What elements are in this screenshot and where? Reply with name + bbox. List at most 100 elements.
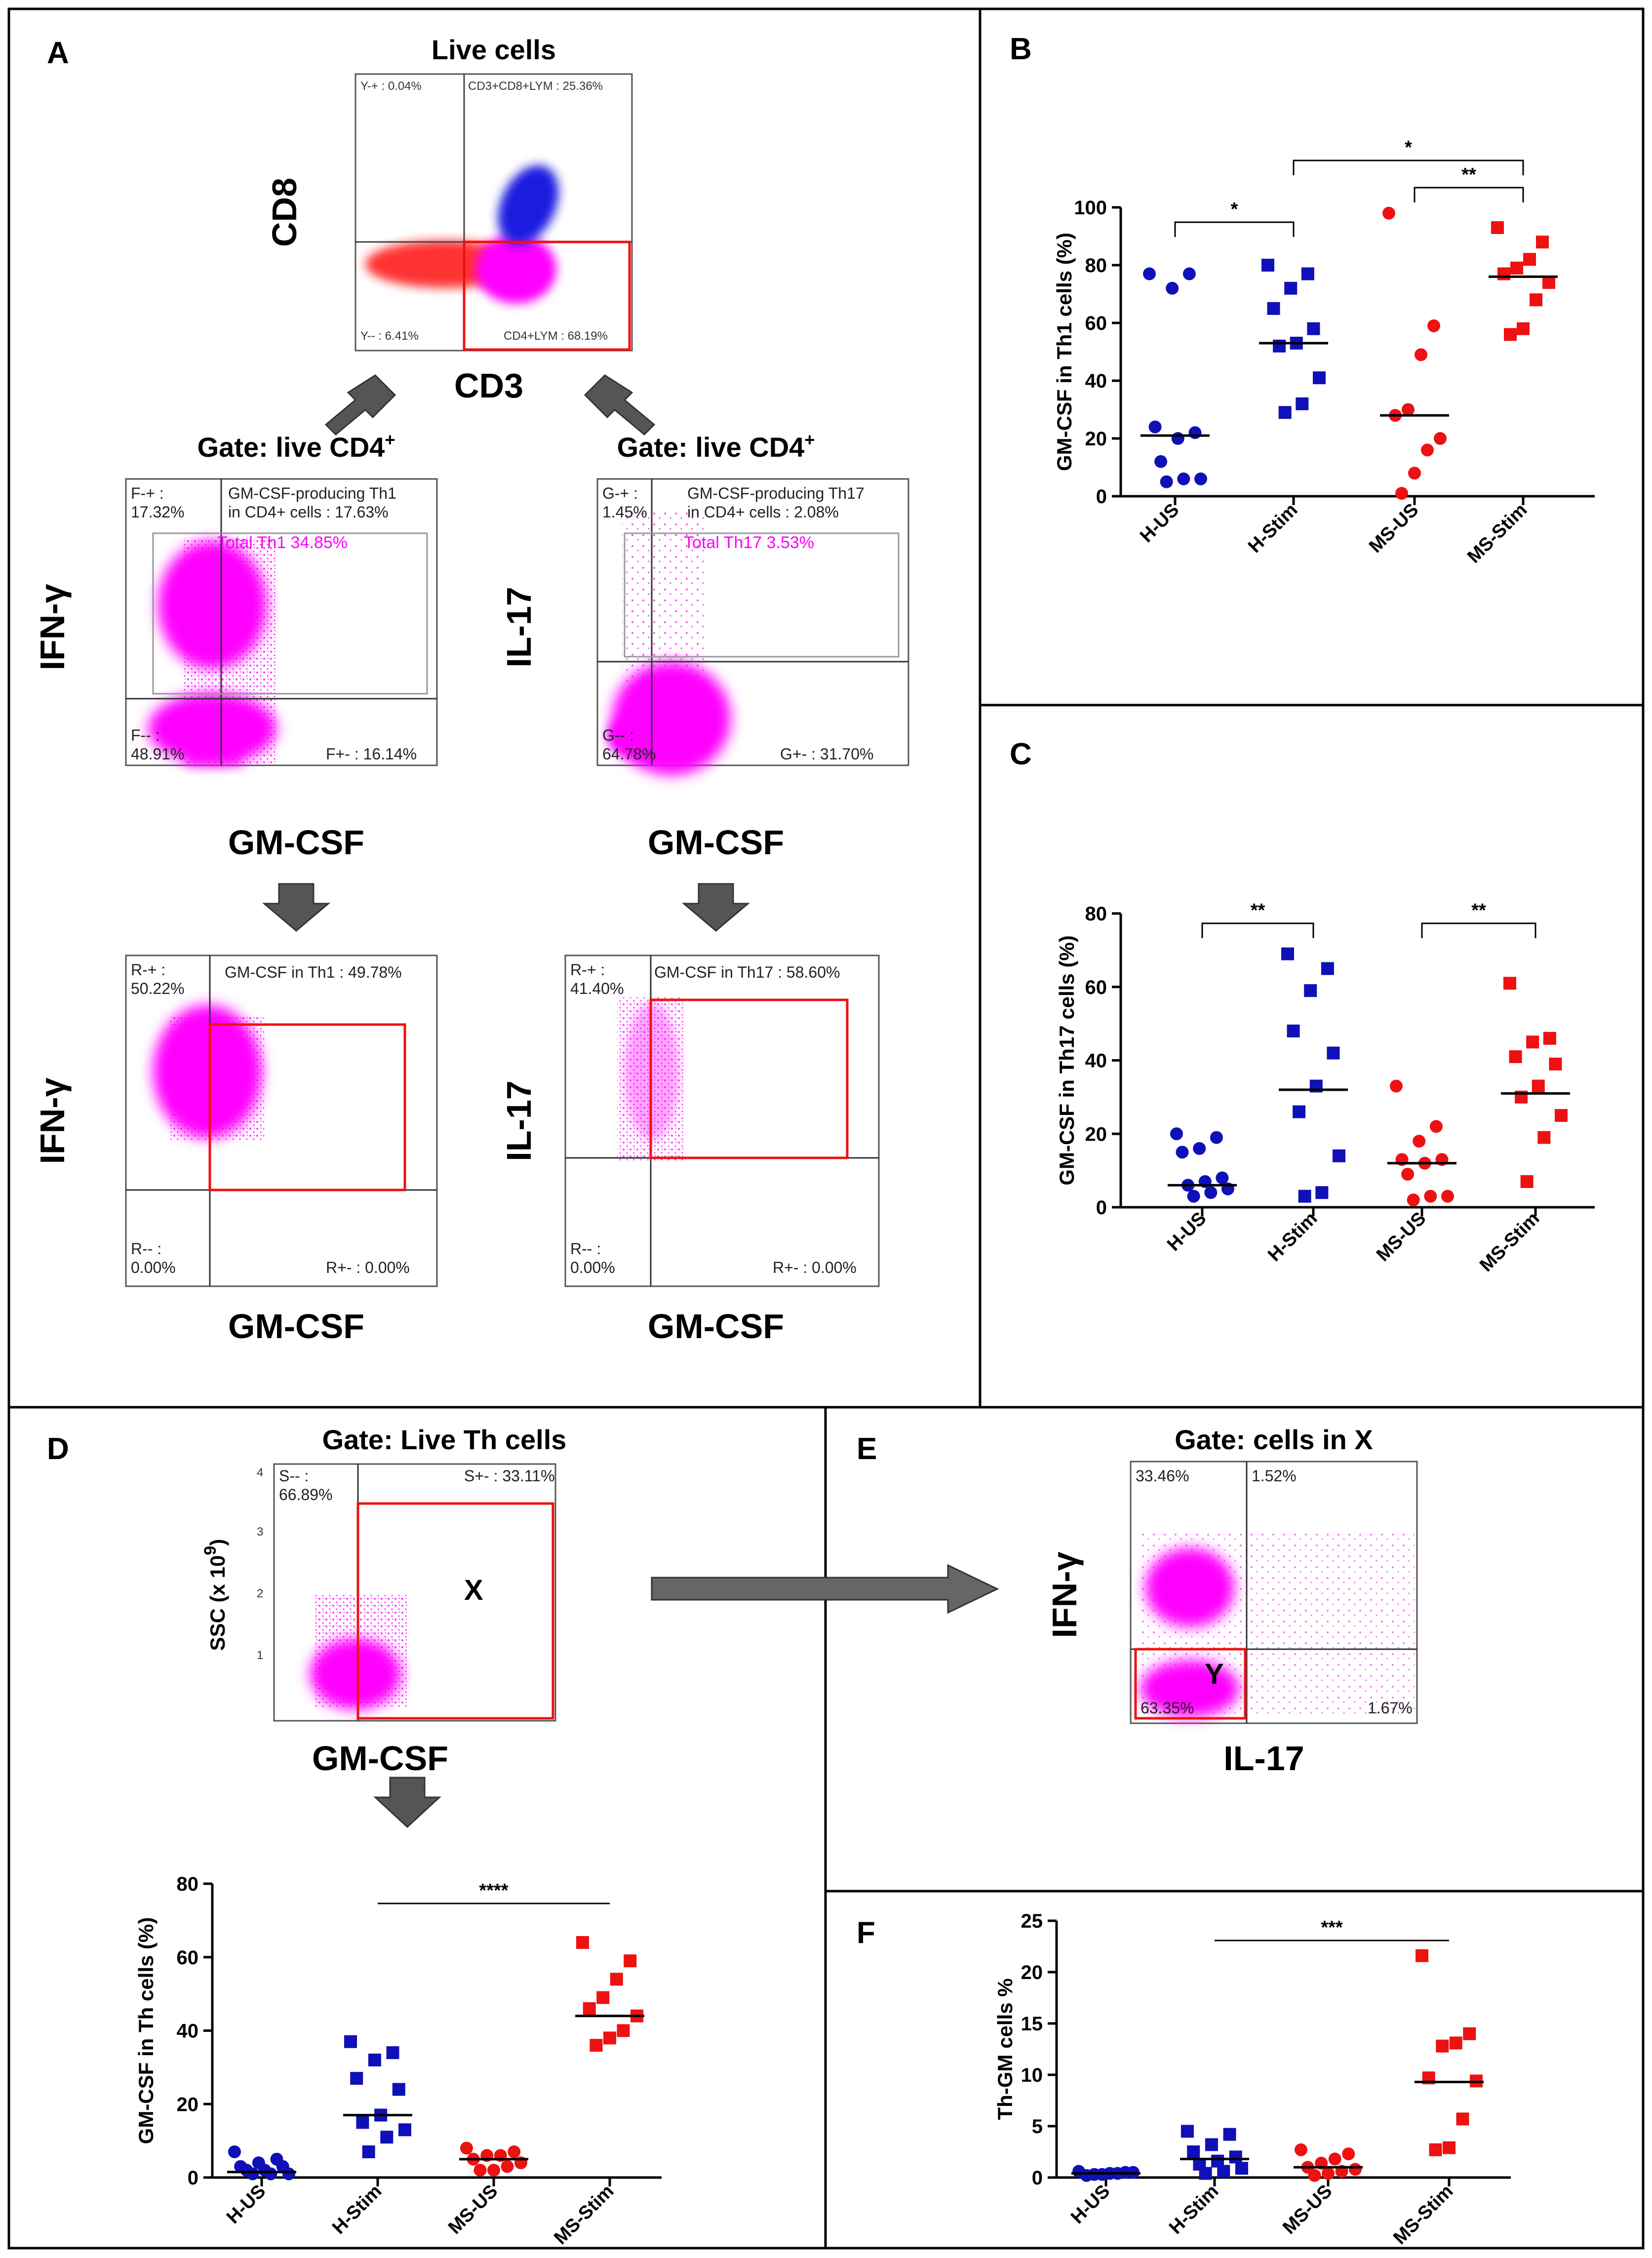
data-point: [1491, 221, 1504, 234]
data-point: [1235, 2162, 1248, 2175]
q-label: 64.78%: [602, 745, 656, 763]
gmcsf-label: GM-CSF: [648, 823, 784, 862]
x-tick-label: MS-Stim: [1476, 1208, 1543, 1276]
q-label: R-+ :: [131, 961, 165, 979]
data-point: [1327, 1046, 1340, 1060]
data-point: [596, 1991, 610, 2004]
data-point: [1313, 371, 1326, 385]
x-tick-label: H-Stim: [1244, 500, 1301, 557]
data-point: [1536, 236, 1549, 249]
data-point: [356, 2116, 369, 2129]
data-point: [1223, 2128, 1236, 2141]
data-point: [1401, 1168, 1415, 1181]
gate-y-label: Y: [1205, 1658, 1224, 1690]
y-axis-label: Th-GM cells %: [993, 1978, 1017, 2120]
ifn-label: IFN-γ: [33, 584, 72, 670]
data-point: [344, 2035, 357, 2048]
data-point: [1143, 267, 1156, 280]
data-point: [386, 2046, 399, 2060]
data-point: [350, 2072, 363, 2085]
significance-bracket: [1421, 922, 1536, 938]
gate-x-label: X: [464, 1574, 483, 1606]
gate-th-title: Gate: Live Th cells: [322, 1424, 567, 1455]
gmcsf-label: GM-CSF: [648, 1307, 784, 1346]
panel-label-c: C: [1010, 737, 1032, 771]
y-tick-label: 40: [1085, 370, 1107, 392]
data-point: [1293, 1105, 1306, 1118]
data-point: [1160, 475, 1173, 488]
data-point: [1229, 2150, 1242, 2164]
x-tick-label: H-Stim: [328, 2181, 386, 2238]
q-label: 48.91%: [131, 745, 185, 763]
y-tick-label: 80: [1085, 255, 1107, 277]
tick-label: 1: [257, 1649, 263, 1662]
data-point: [1436, 2039, 1449, 2053]
x-tick-label: MS-Stim: [1463, 500, 1531, 567]
data-point: [1177, 472, 1190, 485]
data-point: [1307, 322, 1320, 335]
y-tick-label: 25: [1021, 1910, 1043, 1932]
cd4-population: [475, 235, 556, 304]
q-label: R-- :: [131, 1240, 161, 1258]
data-point: [1278, 406, 1292, 419]
il17-ifn-plot: 33.46% 1.52% 63.35% 1.67% Y: [1130, 1461, 1418, 1724]
data-point: [1187, 1189, 1200, 1203]
y-tick-label: 0: [1032, 2167, 1043, 2189]
data-point: [1390, 1079, 1403, 1093]
data-point: [1328, 2152, 1341, 2166]
significance-label: **: [1461, 164, 1476, 185]
data-point: [1261, 259, 1274, 272]
q-label: Y-- : 6.41%: [360, 329, 419, 343]
cd8-population: [498, 165, 559, 245]
data-point: [398, 2123, 411, 2137]
data-point: [1287, 1025, 1300, 1037]
data-point: [368, 2054, 381, 2066]
gate-x-title: Gate: cells in X: [1175, 1424, 1373, 1455]
q-label: R+- : 0.00%: [326, 1259, 410, 1276]
y-tick-label: 20: [1085, 428, 1107, 450]
x-tick-label: MS-Stim: [1389, 2181, 1457, 2249]
data-point: [1210, 1131, 1223, 1144]
q-label: GM-CSF in Th1 : 49.78%: [225, 963, 402, 981]
arrow-icon: [324, 374, 396, 436]
q-label: S-- :: [279, 1467, 309, 1485]
significance-label: *: [1231, 199, 1238, 220]
data-point: [1333, 1149, 1345, 1162]
cd4-gate: [463, 240, 631, 351]
y-tick-label: 60: [1085, 313, 1107, 334]
q-label: F-+ :: [131, 484, 164, 502]
data-point: [1205, 2138, 1218, 2151]
gate-cd4-title: Gate: live CD4+: [617, 430, 815, 463]
data-point: [610, 1973, 623, 1986]
chart-d: 0 20 40 60 80 GM-CSF in Th cells (%) H-US H-Sti…: [134, 1873, 662, 2249]
panel-label-f: F: [857, 1916, 875, 1950]
data-point: [590, 2039, 603, 2052]
gmcsf-label: GM-CSF: [228, 1307, 364, 1346]
th17-gated-plot: R-+ : 41.40% GM-CSF in Th17 : 58.60% R--…: [564, 954, 880, 1287]
data-point: [282, 2167, 295, 2180]
y-tick-label: 0: [188, 2167, 198, 2189]
y-tick-label: 10: [1021, 2064, 1043, 2086]
q-label: 17.32%: [131, 503, 185, 521]
y-tick-label: 20: [1085, 1123, 1107, 1145]
data-point: [1449, 2036, 1462, 2050]
chart-f: 0 5 10 15 20 25 Th-GM cells % H-US H-Stim MS-US MS…: [993, 1910, 1511, 2249]
data-point: [1204, 1186, 1218, 1199]
data-point: [1526, 1035, 1539, 1049]
ssc-plot: S-- : 66.89% S+- : 33.11% X 4 3 2 1: [257, 1463, 556, 1722]
data-point: [1217, 2165, 1230, 2178]
th17-plot: G-+ : 1.45% GM-CSF-producing Th17 in CD4…: [596, 478, 909, 775]
ssc-label: SSC (x 109): [201, 1539, 229, 1651]
q-label: F-- :: [131, 726, 160, 744]
arrow-icon: [262, 883, 331, 932]
q-label: in CD4+ cells : 17.63%: [228, 503, 389, 521]
y-tick-label: 40: [1085, 1050, 1107, 1072]
data-point: [1530, 293, 1542, 307]
data-point: [1182, 267, 1196, 280]
significance-label: ****: [479, 1880, 508, 1901]
data-point: [1415, 348, 1427, 361]
y-tick-label: 80: [1085, 903, 1107, 925]
data-point: [1503, 977, 1516, 990]
q-label: G-+ :: [602, 484, 638, 502]
data-point: [1296, 397, 1309, 410]
